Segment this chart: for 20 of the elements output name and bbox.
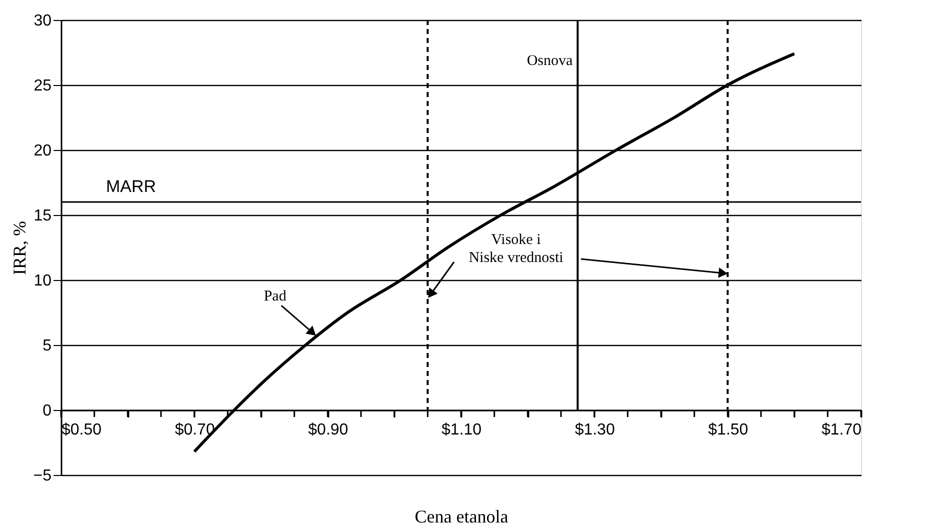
y-tick-label: 30 [34, 12, 52, 30]
x-tick-label: $0.50 [62, 422, 102, 438]
y-tick-label: 25 [34, 78, 52, 94]
y-axis-title: IRR, % [9, 220, 30, 275]
y-tick-label: 15 [34, 208, 52, 224]
x-tick-label: $0.90 [308, 422, 348, 438]
x-tick-label: $1.70 [821, 422, 862, 438]
y-tick-label: 5 [42, 338, 52, 354]
x-tick-label: $1.30 [574, 422, 615, 438]
x-tick-label: $1.50 [708, 422, 748, 438]
y-tick-label: 10 [34, 272, 52, 290]
annotation: Pad [264, 288, 287, 305]
x-tick-label: $1.10 [441, 422, 482, 438]
ref-line-label: MARR [106, 177, 156, 196]
y-tick-label: −5 [33, 468, 52, 484]
y-tick-label: 0 [42, 402, 52, 420]
ref-line-label: Osnova [526, 53, 574, 69]
x-axis-title: Cena etanola [414, 506, 508, 526]
y-tick-label: 20 [34, 142, 52, 160]
annotation: Visoke i Niske vrednosti [468, 232, 564, 266]
